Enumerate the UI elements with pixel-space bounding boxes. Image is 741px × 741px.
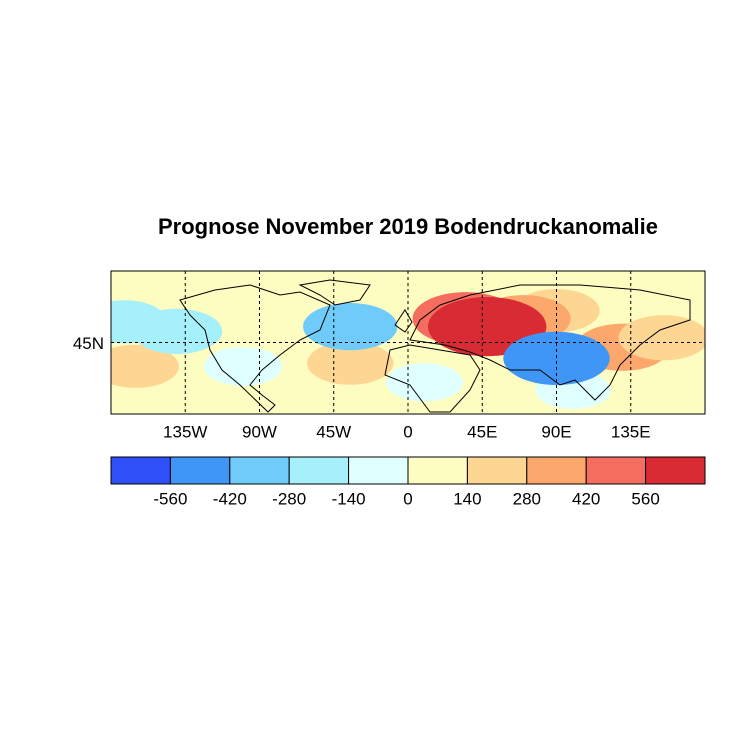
colorbar-label: 420 <box>572 489 600 508</box>
title: Prognose November 2019 Bodendruckanomali… <box>158 214 658 239</box>
coastline <box>179 284 331 413</box>
x-tick-label: 135E <box>611 422 651 441</box>
x-tick-label: 0 <box>403 422 412 441</box>
colorbar: -560 -420 -280 -140 0 140 280 420 560 <box>110 456 706 508</box>
colorbar-box <box>348 456 409 485</box>
coastline <box>409 284 691 401</box>
x-tick-label: 90W <box>242 422 277 441</box>
colorbar-box <box>645 456 706 485</box>
x-tick-label: 45E <box>467 422 497 441</box>
coastline <box>298 279 371 306</box>
anomaly-region <box>618 315 705 361</box>
colorbar-label: -140 <box>332 489 366 508</box>
colorbar-box <box>526 456 587 485</box>
anomaly-region <box>203 346 283 386</box>
colorbar-label: 280 <box>513 489 541 508</box>
colorbar-box <box>169 456 231 485</box>
colorbar-label: -420 <box>213 489 247 508</box>
anomaly-region <box>503 331 610 385</box>
colorbar-box <box>110 456 171 485</box>
colorbar-box <box>466 456 528 485</box>
colorbar-label: -560 <box>153 489 187 508</box>
colorbar-label: -280 <box>272 489 306 508</box>
anomaly-region <box>303 303 398 351</box>
map-frame <box>110 270 706 415</box>
coastline <box>394 309 413 333</box>
colorbar-box <box>407 456 468 485</box>
anomaly-region <box>111 300 168 344</box>
anomaly-region <box>307 341 394 385</box>
x-tick-label: 45W <box>316 422 351 441</box>
anomaly-region <box>111 344 179 388</box>
x-tick-label: 90E <box>541 422 571 441</box>
coastlines <box>179 279 691 413</box>
colorbar-box <box>229 456 290 485</box>
colorbar-box <box>288 456 350 485</box>
colorbar-label: 560 <box>631 489 659 508</box>
colorbar-label: 140 <box>453 489 481 508</box>
anomaly-region <box>386 363 463 402</box>
colorbar-box <box>585 456 647 485</box>
x-tick-label: 135W <box>163 422 207 441</box>
coastline <box>384 344 481 413</box>
colorbar-label: 0 <box>403 489 412 508</box>
y-tick-label: 45N <box>73 334 104 353</box>
